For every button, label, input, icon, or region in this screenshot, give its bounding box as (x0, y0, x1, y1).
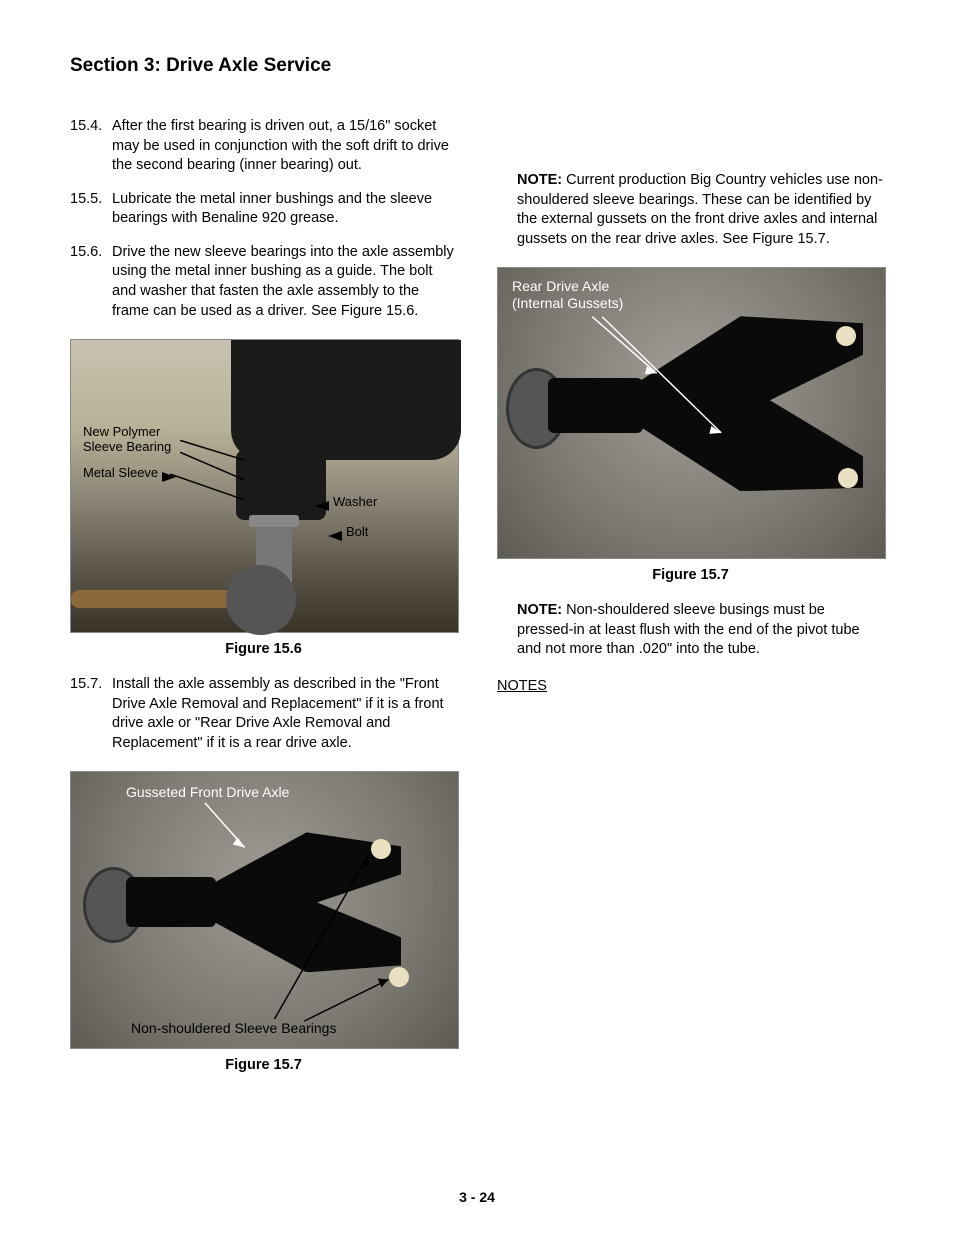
step-text: Drive the new sleeve bearings into the a… (112, 243, 457, 321)
notes-heading: NOTES (497, 678, 884, 694)
step-number: 15.6. (70, 243, 112, 321)
figure-15-6-caption: Figure 15.6 (70, 641, 457, 657)
label-metal-sleeve: Metal Sleeve (83, 466, 158, 481)
step-number: 15.5. (70, 190, 112, 229)
label-new-polymer: New Polymer Sleeve Bearing (83, 425, 171, 455)
note-text: Current production Big Country vehicles … (517, 172, 883, 247)
step-15-4: 15.4. After the first bearing is driven … (70, 117, 457, 176)
note-label: NOTE: (517, 172, 562, 188)
step-text: After the first bearing is driven out, a… (112, 117, 457, 176)
figure-15-6-image: New Polymer Sleeve Bearing Metal Sleeve … (70, 339, 459, 633)
label-non-shouldered: Non-shouldered Sleeve Bearings (131, 1020, 336, 1036)
page-number: 3 - 24 (0, 1189, 954, 1205)
right-column: NOTE: Current production Big Country veh… (497, 117, 884, 1083)
figure-15-7-front: Gusseted Front Drive Axle Non-shouldered… (70, 771, 457, 1073)
left-column: 15.4. After the first bearing is driven … (70, 117, 457, 1083)
note-text: Non-shouldered sleeve busings must be pr… (517, 602, 860, 657)
step-text: Lubricate the metal inner bushings and t… (112, 190, 457, 229)
note-1: NOTE: Current production Big Country veh… (497, 171, 884, 249)
note-2: NOTE: Non-shouldered sleeve busings must… (497, 601, 884, 660)
step-number: 15.4. (70, 117, 112, 176)
step-number: 15.7. (70, 675, 112, 753)
section-title: Section 3: Drive Axle Service (70, 55, 884, 77)
step-15-6: 15.6. Drive the new sleeve bearings into… (70, 243, 457, 321)
label-rear-drive-axle: Rear Drive Axle (Internal Gussets) (512, 278, 623, 312)
step-15-5: 15.5. Lubricate the metal inner bushings… (70, 190, 457, 229)
figure-15-7-rear: Rear Drive Axle (Internal Gussets) Figur… (497, 267, 884, 583)
figure-15-7-front-caption: Figure 15.7 (70, 1057, 457, 1073)
two-column-layout: 15.4. After the first bearing is driven … (70, 117, 884, 1083)
figure-15-7-rear-image: Rear Drive Axle (Internal Gussets) (497, 267, 886, 559)
label-bolt: Bolt (346, 525, 368, 540)
step-text: Install the axle assembly as described i… (112, 675, 457, 753)
label-washer: Washer (333, 495, 377, 510)
step-15-7: 15.7. Install the axle assembly as descr… (70, 675, 457, 753)
page: Section 3: Drive Axle Service 15.4. Afte… (0, 0, 954, 1235)
figure-15-7-front-image: Gusseted Front Drive Axle Non-shouldered… (70, 771, 459, 1049)
figure-15-6: New Polymer Sleeve Bearing Metal Sleeve … (70, 339, 457, 657)
note-label: NOTE: (517, 602, 562, 618)
figure-15-7-rear-caption: Figure 15.7 (497, 567, 884, 583)
label-gusseted-front: Gusseted Front Drive Axle (126, 784, 289, 801)
